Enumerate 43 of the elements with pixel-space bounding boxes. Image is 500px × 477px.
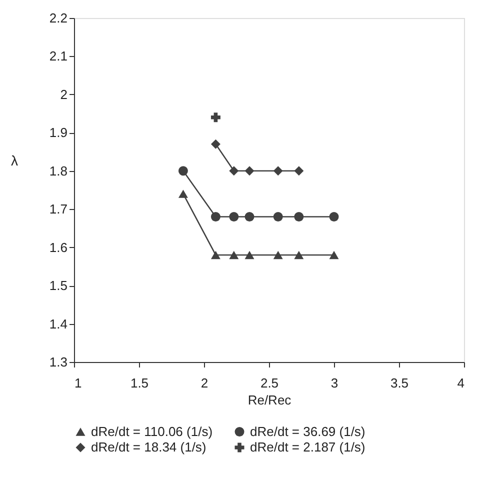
y-tick-label: 2.2 — [49, 10, 68, 26]
point — [273, 166, 283, 176]
x-tick-label: 1.5 — [130, 376, 149, 390]
point — [329, 250, 339, 260]
x-tick-label: 3.5 — [390, 376, 409, 390]
point — [229, 212, 239, 222]
point — [244, 212, 254, 222]
point — [229, 166, 239, 176]
x-axis-title: Re/Rec — [248, 392, 292, 408]
legend-label: dRe/dt = 18.34 (1/s) — [91, 440, 206, 454]
x-tick-label: 2 — [200, 376, 208, 390]
y-tick-label: 1.5 — [49, 278, 68, 294]
y-tick-label: 2.1 — [49, 48, 68, 64]
y-tick-label: 1.4 — [49, 316, 68, 332]
point — [178, 166, 188, 176]
point — [210, 250, 220, 260]
x-tick-label: 3 — [330, 376, 338, 390]
legend-label: dRe/dt = 110.06 (1/s) — [91, 424, 213, 439]
y-axis-title: λ — [11, 152, 18, 168]
x-tick-label: 4 — [457, 376, 464, 390]
point — [210, 112, 220, 122]
y-tick-label: 1.6 — [49, 240, 68, 255]
point — [273, 212, 283, 222]
y-tick-label: 2 — [60, 86, 68, 102]
point — [229, 250, 239, 260]
point — [244, 166, 254, 176]
point — [210, 212, 220, 222]
point — [273, 250, 283, 260]
y-tick-label: 1.8 — [49, 163, 68, 178]
y-tick-label: 1.9 — [49, 125, 68, 140]
point — [294, 212, 304, 222]
x-tick-label: 2.5 — [260, 376, 279, 390]
legend-label: dRe/dt = 36.69 (1/s) — [250, 424, 366, 439]
point — [244, 250, 254, 260]
point — [294, 166, 304, 176]
y-tick-label: 1.3 — [49, 354, 68, 370]
legend-label: dRe/dt = 2.187 (1/s) — [250, 440, 366, 454]
point — [210, 139, 220, 149]
x-tick-label: 1 — [74, 376, 82, 390]
point — [178, 190, 188, 198]
y-tick-label: 1.7 — [49, 202, 68, 217]
point — [294, 250, 304, 260]
point — [329, 212, 339, 222]
